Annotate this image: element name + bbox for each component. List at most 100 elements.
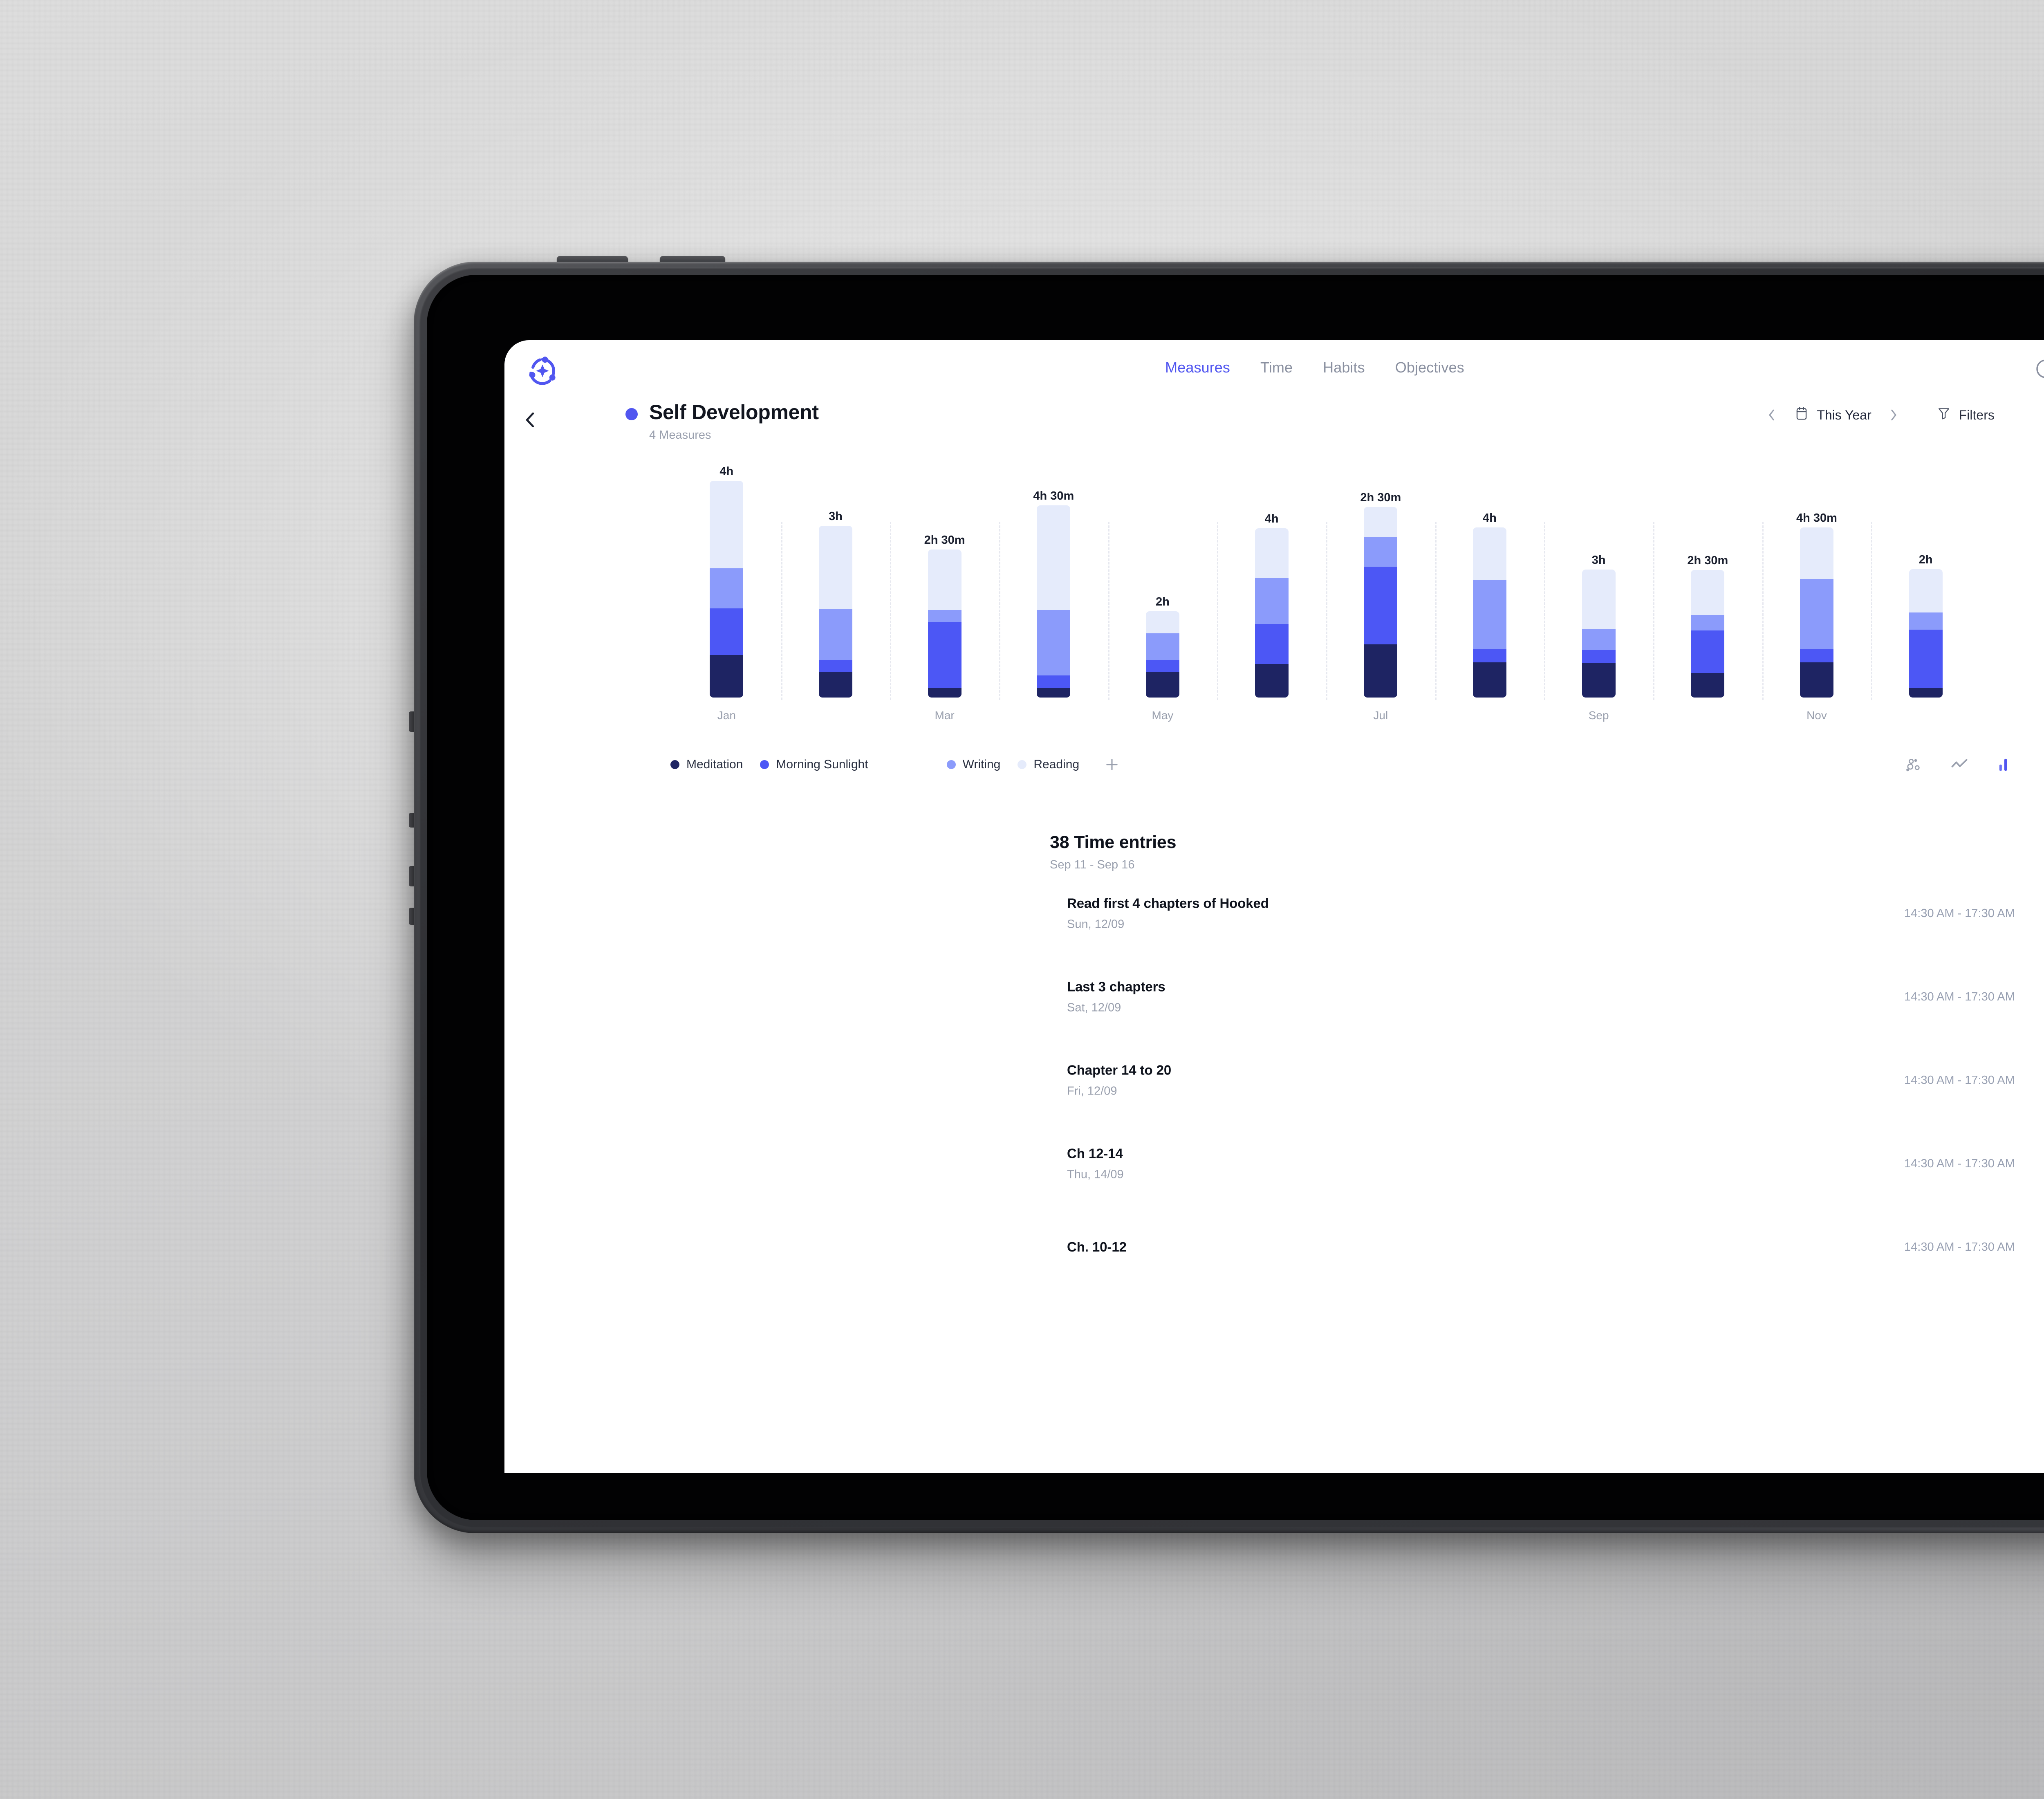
time-entry-row[interactable]: Ch 12-14 Thu, 14/09 14:30 AM - 17:30 AM2h … — [504, 1122, 2044, 1205]
time-entry-main: Read first 4 chapters of Hooked Sun, 12/0… — [1067, 896, 1269, 931]
chart-column[interactable]: 4h 30m — [999, 489, 1108, 698]
time-entry-row[interactable]: Chapter 14 to 20 Fri, 12/09 14:30 AM - 17:… — [504, 1039, 2044, 1122]
time-entry-date: Sun, 12/09 — [1067, 917, 1125, 931]
calendar-icon — [1794, 406, 1809, 424]
tab-time[interactable]: Time — [1260, 359, 1293, 376]
time-entry-row[interactable]: Ch. 10-12 14:30 AM - 17:30 AM2h 30m••• — [504, 1205, 2044, 1289]
filters-button[interactable]: Filters — [1936, 406, 1995, 424]
chart-column[interactable]: 2h 30m — [1653, 554, 1762, 698]
chart-gridline — [1108, 522, 1109, 700]
tablet-bezel: Measures Time Habits Objectives — [419, 267, 2044, 1528]
chart-column[interactable]: 2h — [1108, 595, 1217, 698]
stacked-bar[interactable] — [1037, 505, 1071, 698]
chart-legend: Meditation Morning Sunlight Writing Reading — [670, 756, 1121, 774]
legend-item-morning-sunlight[interactable]: Morning Sunlight — [760, 758, 868, 772]
bar-value-label: 2h 30m — [1360, 491, 1401, 504]
legend-color-dot — [946, 760, 956, 769]
range-prev-chevron-left-icon[interactable] — [1764, 407, 1780, 423]
time-entry-timerange: 14:30 AM - 17:30 AM — [1904, 1073, 2015, 1087]
stacked-bar[interactable] — [1582, 570, 1616, 698]
stacked-bar[interactable] — [1691, 570, 1725, 698]
tab-measures[interactable]: Measures — [1165, 359, 1230, 376]
stacked-bar[interactable] — [1800, 527, 1833, 698]
bar-segment-reading — [1037, 505, 1071, 610]
time-entry-name: Last 3 chapters — [1067, 979, 1165, 994]
legend-item-reading[interactable]: Reading — [1018, 758, 1079, 772]
bar-value-label: 4h — [1264, 512, 1279, 525]
stacked-bar[interactable] — [1472, 527, 1506, 698]
bar-segment-reading — [710, 481, 744, 568]
tab-objectives[interactable]: Objectives — [1395, 359, 1464, 376]
chart-column[interactable]: 4h — [672, 465, 781, 698]
chart-gridline — [781, 522, 782, 700]
stacked-bar[interactable] — [928, 550, 961, 698]
time-entry-name: Ch. 10-12 — [1067, 1239, 1127, 1254]
header-actions: This Year — [1764, 406, 2044, 424]
time-entry-main: Ch 12-14 Thu, 14/09 — [1067, 1146, 1124, 1182]
legend-item-meditation[interactable]: Meditation — [670, 758, 743, 772]
bar-segment-reading — [928, 550, 961, 610]
tab-habits[interactable]: Habits — [1323, 359, 1365, 376]
bar-segment-meditation — [1800, 662, 1833, 698]
time-entry-timerange: 14:30 AM - 17:30 AM — [1904, 990, 2015, 1003]
stacked-bar[interactable] — [1909, 569, 1943, 698]
bar-chart-icon[interactable] — [1995, 754, 2015, 775]
chart-gridline — [890, 522, 892, 700]
legend-color-dot — [670, 760, 679, 769]
bar-segment-morning-sunlight — [818, 660, 852, 672]
bar-segment-meditation — [1364, 644, 1398, 698]
bar-segment-reading — [818, 526, 852, 609]
bar-value-label: 2h 30m — [924, 534, 965, 547]
time-entry-date: Sat, 12/09 — [1067, 1001, 1121, 1014]
bar-segment-meditation — [1472, 662, 1506, 698]
app-window: Measures Time Habits Objectives — [504, 340, 2044, 1473]
chart-column[interactable]: 3h — [1544, 554, 1653, 698]
chart-column[interactable]: 4h — [1435, 511, 1544, 698]
time-entry-meta: 14:30 AM - 17:30 AM2h 30m••• — [1904, 1157, 2044, 1171]
line-chart-icon[interactable] — [1949, 754, 1970, 775]
bar-segment-meditation — [1691, 673, 1725, 698]
legend-item-writing[interactable]: Writing — [946, 758, 1000, 772]
stacked-bar[interactable] — [710, 481, 744, 698]
scatter-chart-icon[interactable] — [1903, 754, 1924, 775]
chart-column[interactable]: 4h 30m — [1762, 511, 1871, 698]
range-next-chevron-right-icon[interactable] — [1885, 407, 1902, 423]
stacked-bar[interactable] — [1145, 611, 1179, 698]
bar-value-label: 2h 30m — [1687, 554, 1728, 567]
bar-segment-writing — [1037, 610, 1071, 675]
bar-segment-morning-sunlight — [928, 622, 961, 688]
chart-column[interactable]: 2h — [1871, 553, 1980, 698]
chart-gridline — [1653, 522, 1654, 700]
date-range-button[interactable]: This Year — [1794, 406, 1871, 424]
top-navigation-bar: Measures Time Habits Objectives — [504, 340, 2044, 398]
bar-segment-writing — [928, 610, 961, 622]
plus-icon[interactable] — [1103, 756, 1121, 774]
bar-segment-writing — [1472, 580, 1506, 649]
legend-color-dot — [1018, 760, 1027, 769]
bar-segment-writing — [1582, 629, 1616, 650]
bar-segment-writing — [1364, 537, 1398, 567]
time-entries-title: 38 Time entries — [1050, 832, 1177, 852]
orbit-star-logo-icon[interactable] — [527, 355, 558, 387]
chart-column[interactable]: 4h — [1217, 512, 1326, 698]
time-entry-row[interactable]: Last 3 chapters Sat, 12/09 14:30 AM - 17:3… — [504, 955, 2044, 1039]
bar-segment-morning-sunlight — [1255, 624, 1289, 664]
bar-segment-meditation — [1909, 688, 1943, 698]
stacked-bar[interactable] — [1255, 528, 1289, 698]
time-entry-row[interactable]: Read first 4 chapters of Hooked Sun, 12/0… — [504, 872, 2044, 955]
bar-segment-meditation — [1037, 688, 1071, 698]
bar-segment-reading — [1800, 527, 1833, 579]
chart-column[interactable]: 2h 30m — [1326, 491, 1435, 698]
chart-column[interactable]: 3h — [781, 510, 890, 698]
time-entry-main: Chapter 14 to 20 Fri, 12/09 — [1067, 1063, 1171, 1098]
bar-segment-reading — [1145, 611, 1179, 633]
stacked-bar[interactable] — [1364, 507, 1398, 698]
chart-tick-label: May — [1152, 709, 1174, 722]
stopwatch-icon[interactable] — [2033, 355, 2044, 380]
back-chevron-left-icon[interactable] — [519, 409, 541, 431]
chart-view-toggles — [1903, 754, 2015, 775]
bar-segment-meditation — [818, 672, 852, 698]
time-entry-main: Ch. 10-12 — [1067, 1239, 1127, 1255]
stacked-bar[interactable] — [818, 526, 852, 698]
chart-column[interactable]: 2h 30m — [890, 534, 999, 698]
